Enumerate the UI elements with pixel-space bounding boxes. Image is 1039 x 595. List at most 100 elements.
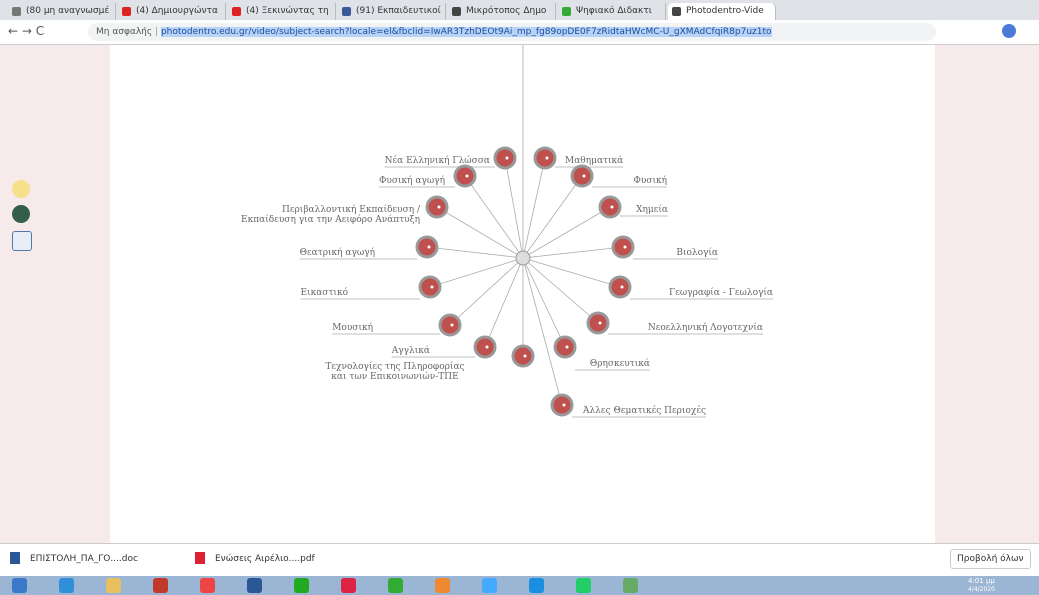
subject-node[interactable]: [555, 337, 575, 357]
taskbar-icon[interactable]: [153, 578, 168, 593]
taskbar-icon[interactable]: [482, 578, 497, 593]
tab[interactable]: (80 μη αναγνωσμέ: [8, 3, 116, 20]
subject-node[interactable]: [572, 166, 592, 186]
subject-node[interactable]: [552, 395, 572, 415]
subject-label[interactable]: και των Επικοινωνιών-ΤΠΕ: [331, 371, 458, 382]
tab-icon: [452, 7, 461, 16]
taskbar-icon[interactable]: [200, 578, 215, 593]
subject-label[interactable]: Φυσική: [633, 175, 667, 186]
clock: 4:01 μμ: [968, 577, 995, 585]
taskbar-icon[interactable]: [388, 578, 403, 593]
tab-strip: (80 μη αναγνωσμέ (4) Δημιουργώντα (4) Ξεκι…: [0, 0, 1039, 20]
node-dot: [428, 246, 431, 249]
node-dot: [621, 286, 624, 289]
doc-icon: [10, 552, 20, 564]
tab-icon: [122, 7, 131, 16]
subject-label[interactable]: Νεοελληνική Λογοτεχνία: [648, 322, 763, 333]
node-dot: [599, 322, 602, 325]
node-dot: [438, 206, 441, 209]
tab[interactable]: (4) Ξεκινώντας τη: [228, 3, 336, 20]
tab[interactable]: Photodentro-Vide: [668, 3, 776, 20]
node-dot: [506, 157, 509, 160]
tab-icon: [562, 7, 571, 16]
subject-node[interactable]: [513, 346, 533, 366]
subject-label[interactable]: Θρησκευτικά: [590, 358, 650, 369]
connector: [523, 258, 598, 323]
connector: [427, 247, 523, 258]
tab[interactable]: Μικρότοπος Δημο: [448, 3, 556, 20]
tab-title: (4) Δημιουργώντα: [136, 6, 218, 16]
tab[interactable]: Ψηφιακό Διδακτι: [558, 3, 666, 20]
subject-node[interactable]: [475, 337, 495, 357]
subject-label[interactable]: Τεχνολογίες της Πληροφορίας: [325, 361, 464, 372]
subject-node[interactable]: [588, 313, 608, 333]
connector: [523, 258, 620, 287]
subject-label[interactable]: Περιβαλλοντική Εκπαίδευση /: [282, 204, 421, 215]
node-dot: [451, 324, 454, 327]
subject-label[interactable]: Αγγλικά: [391, 345, 430, 356]
taskbar-icon[interactable]: [529, 578, 544, 593]
subject-node[interactable]: [535, 148, 555, 168]
subject-node[interactable]: [600, 197, 620, 217]
subject-label[interactable]: Γεωγραφία - Γεωλογία: [669, 287, 773, 298]
taskbar-icon[interactable]: [247, 578, 262, 593]
connector: [485, 258, 523, 347]
subject-label[interactable]: Βιολογία: [676, 247, 718, 258]
connector: [430, 258, 523, 287]
subject-label[interactable]: Νέα Ελληνική Γλώσσα: [385, 155, 490, 166]
tab-title: (91) Εκπαιδευτικοί: [356, 6, 441, 16]
taskbar-icon[interactable]: [623, 578, 638, 593]
nav-buttons[interactable]: ← → C: [8, 24, 44, 38]
taskbar-icon[interactable]: [341, 578, 356, 593]
subject-label[interactable]: Χημεία: [636, 204, 668, 215]
subject-node[interactable]: [613, 237, 633, 257]
connector: [523, 258, 562, 405]
subject-node[interactable]: [455, 166, 475, 186]
connector: [465, 176, 523, 258]
taskbar-icon[interactable]: [106, 578, 121, 593]
subject-label[interactable]: Άλλες Θεματικές Περιοχές: [582, 405, 706, 416]
profile[interactable]: [1002, 24, 1016, 38]
node-dot: [486, 346, 489, 349]
subject-node[interactable]: [440, 315, 460, 335]
subject-node[interactable]: [495, 148, 515, 168]
subject-label[interactable]: Φυσική αγωγή: [379, 175, 445, 186]
content: Νέα Ελληνική Γλώσσα Μαθηματικά Φυσική αγωγ…: [0, 45, 1039, 543]
node-dot: [583, 175, 586, 178]
show-all-button[interactable]: Προβολή όλων: [950, 549, 1031, 569]
taskbar-icon[interactable]: [435, 578, 450, 593]
tab[interactable]: (91) Εκπαιδευτικοί: [338, 3, 446, 20]
tab-title: (4) Ξεκινώντας τη: [246, 6, 329, 16]
subject-label[interactable]: Μαθηματικά: [565, 155, 623, 166]
tab-icon: [12, 7, 21, 16]
node-dot: [466, 175, 469, 178]
screen: (80 μη αναγνωσμέ (4) Δημιουργώντα (4) Ξεκι…: [0, 0, 1039, 595]
taskbar-icon[interactable]: [294, 578, 309, 593]
download-file[interactable]: Ενώσεις Αιρέλιο....pdf: [215, 554, 315, 564]
taskbar-icon[interactable]: [59, 578, 74, 593]
tab-icon: [342, 7, 351, 16]
subject-node[interactable]: [610, 277, 630, 297]
taskbar-icon[interactable]: [12, 578, 27, 593]
connector: [450, 258, 523, 325]
node-dot: [431, 286, 434, 289]
taskbar-icon[interactable]: [576, 578, 591, 593]
download-file[interactable]: ΕΠΙΣΤΟΛΗ_ΠΑ_ΓΟ....doc: [30, 554, 138, 564]
subject-label[interactable]: Εκπαίδευση για την Αειφόρο Ανάπτυξη: [241, 214, 420, 225]
taskbar: 4:01 μμ 4/4/2020: [0, 576, 1039, 595]
subject-node[interactable]: [420, 277, 440, 297]
download-bar: ΕΠΙΣΤΟΛΗ_ΠΑ_ΓΟ....doc Ενώσεις Αιρέλιο...…: [0, 543, 1039, 577]
subject-node[interactable]: [417, 237, 437, 257]
tab[interactable]: (4) Δημιουργώντα: [118, 3, 226, 20]
subject-label[interactable]: Θεατρική αγωγή: [300, 247, 375, 258]
url: photodentro.edu.gr/video/subject-search?…: [161, 27, 772, 37]
hub: [516, 251, 530, 265]
subject-label[interactable]: Εικαστικό: [301, 287, 349, 298]
connector: [523, 207, 610, 258]
node-dot: [524, 355, 527, 358]
omnibox[interactable]: Μη ασφαλής | photodentro.edu.gr/video/su…: [88, 23, 936, 41]
address-bar: ← → C Μη ασφαλής | photodentro.edu.gr/vi…: [0, 20, 1039, 45]
tab-icon: [672, 7, 681, 16]
subject-label[interactable]: Μουσική: [332, 322, 373, 333]
subject-node[interactable]: [427, 197, 447, 217]
